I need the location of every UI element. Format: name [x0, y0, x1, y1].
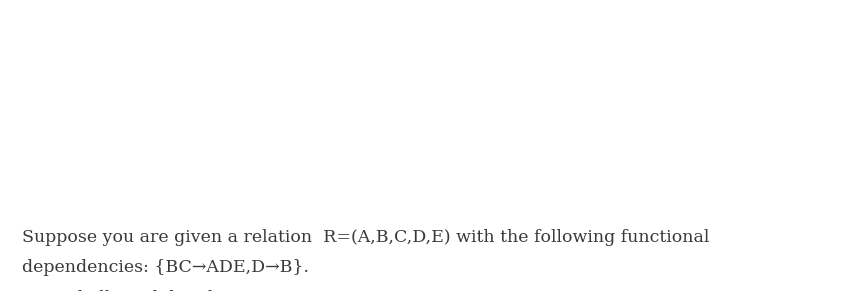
Text: Suppose you are given a relation  R=(A,B,C,D,E) with the following functional: Suppose you are given a relation R=(A,B,… — [22, 229, 710, 246]
Text: a. Find all candidate keys.: a. Find all candidate keys. — [22, 290, 253, 291]
Text: dependencies: {BC→ADE,D→B}.: dependencies: {BC→ADE,D→B}. — [22, 260, 309, 276]
